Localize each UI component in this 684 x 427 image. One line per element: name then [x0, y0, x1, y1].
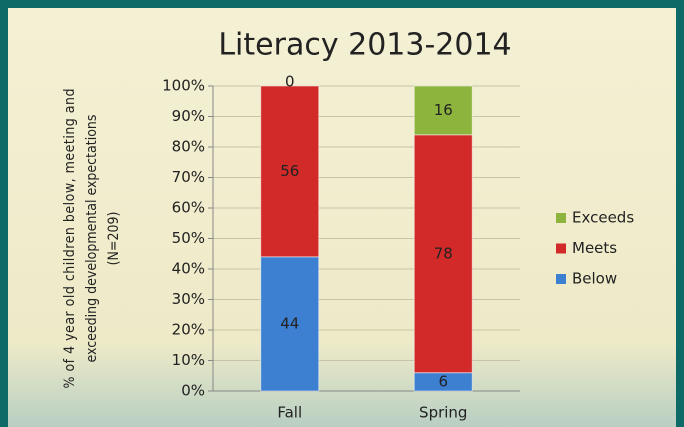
- y-tick-label: 100%: [162, 77, 205, 95]
- chart-title: Literacy 2013-2014: [218, 28, 511, 63]
- data-label: 0: [285, 73, 295, 91]
- legend-swatch: [556, 213, 566, 223]
- data-label: 78: [434, 244, 453, 262]
- bar-segment: [413, 85, 473, 136]
- bar-segment: [260, 256, 320, 392]
- data-label: 6: [438, 372, 448, 390]
- legend-swatch: [556, 243, 566, 254]
- bar-segment: [260, 85, 320, 258]
- legend-label: Below: [572, 270, 617, 288]
- y-tick-label: 30%: [172, 290, 205, 308]
- y-tick-label: 40%: [172, 260, 205, 278]
- data-label: 16: [434, 101, 453, 119]
- y-axis-label: exceeding developmental expectations: [84, 115, 100, 363]
- y-axis-label: (N=209): [106, 212, 122, 266]
- y-tick-label: 0%: [181, 382, 205, 400]
- bar-segment: [413, 134, 473, 374]
- x-tick-label: Fall: [277, 404, 302, 422]
- legend-label: Exceeds: [572, 209, 634, 227]
- y-tick-label: 10%: [172, 351, 205, 369]
- y-tick-label: 60%: [172, 199, 205, 217]
- data-label: 56: [280, 162, 299, 180]
- y-tick-label: 90%: [172, 107, 205, 125]
- y-axis-label: % of 4 year old children below, meeting …: [62, 89, 78, 389]
- y-tick-label: 70%: [172, 168, 205, 186]
- x-tick-label: Spring: [419, 404, 467, 422]
- data-label: 44: [280, 314, 299, 332]
- y-tick-label: 80%: [172, 138, 205, 156]
- legend-label: Meets: [572, 239, 617, 257]
- y-tick-label: 20%: [172, 321, 205, 339]
- legend-swatch: [556, 274, 566, 284]
- y-tick-label: 50%: [172, 229, 205, 247]
